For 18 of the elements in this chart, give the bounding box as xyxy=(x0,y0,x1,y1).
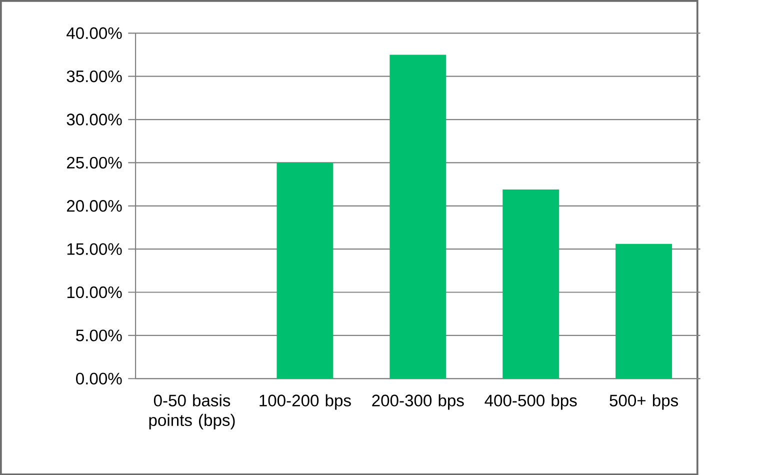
x-tick-label: 0-50 basis points (bps) xyxy=(149,394,235,430)
bar xyxy=(390,54,446,378)
y-tick-label: 40.00% xyxy=(66,27,122,39)
y-tick-label: 15.00% xyxy=(67,243,122,255)
y-tick-label: 20.00% xyxy=(66,200,122,212)
y-tick-label: 30.00% xyxy=(66,113,122,126)
x-tick-label: 200-300 bps xyxy=(372,394,464,410)
y-tick-label: 35.00% xyxy=(66,70,122,82)
y-tick-label: 0.00% xyxy=(76,372,122,384)
y-tick-label: 5.00% xyxy=(76,329,122,342)
x-tick-label: 400-500 bps xyxy=(484,394,577,410)
x-tick-label: 500+ bps xyxy=(610,394,678,410)
bar xyxy=(502,189,560,378)
y-tick-label: 25.00% xyxy=(66,156,122,168)
bar xyxy=(276,162,334,378)
x-tick-label: 100-200 bps xyxy=(260,394,351,410)
bar xyxy=(616,244,672,378)
y-tick-label: 10.00% xyxy=(67,286,122,298)
